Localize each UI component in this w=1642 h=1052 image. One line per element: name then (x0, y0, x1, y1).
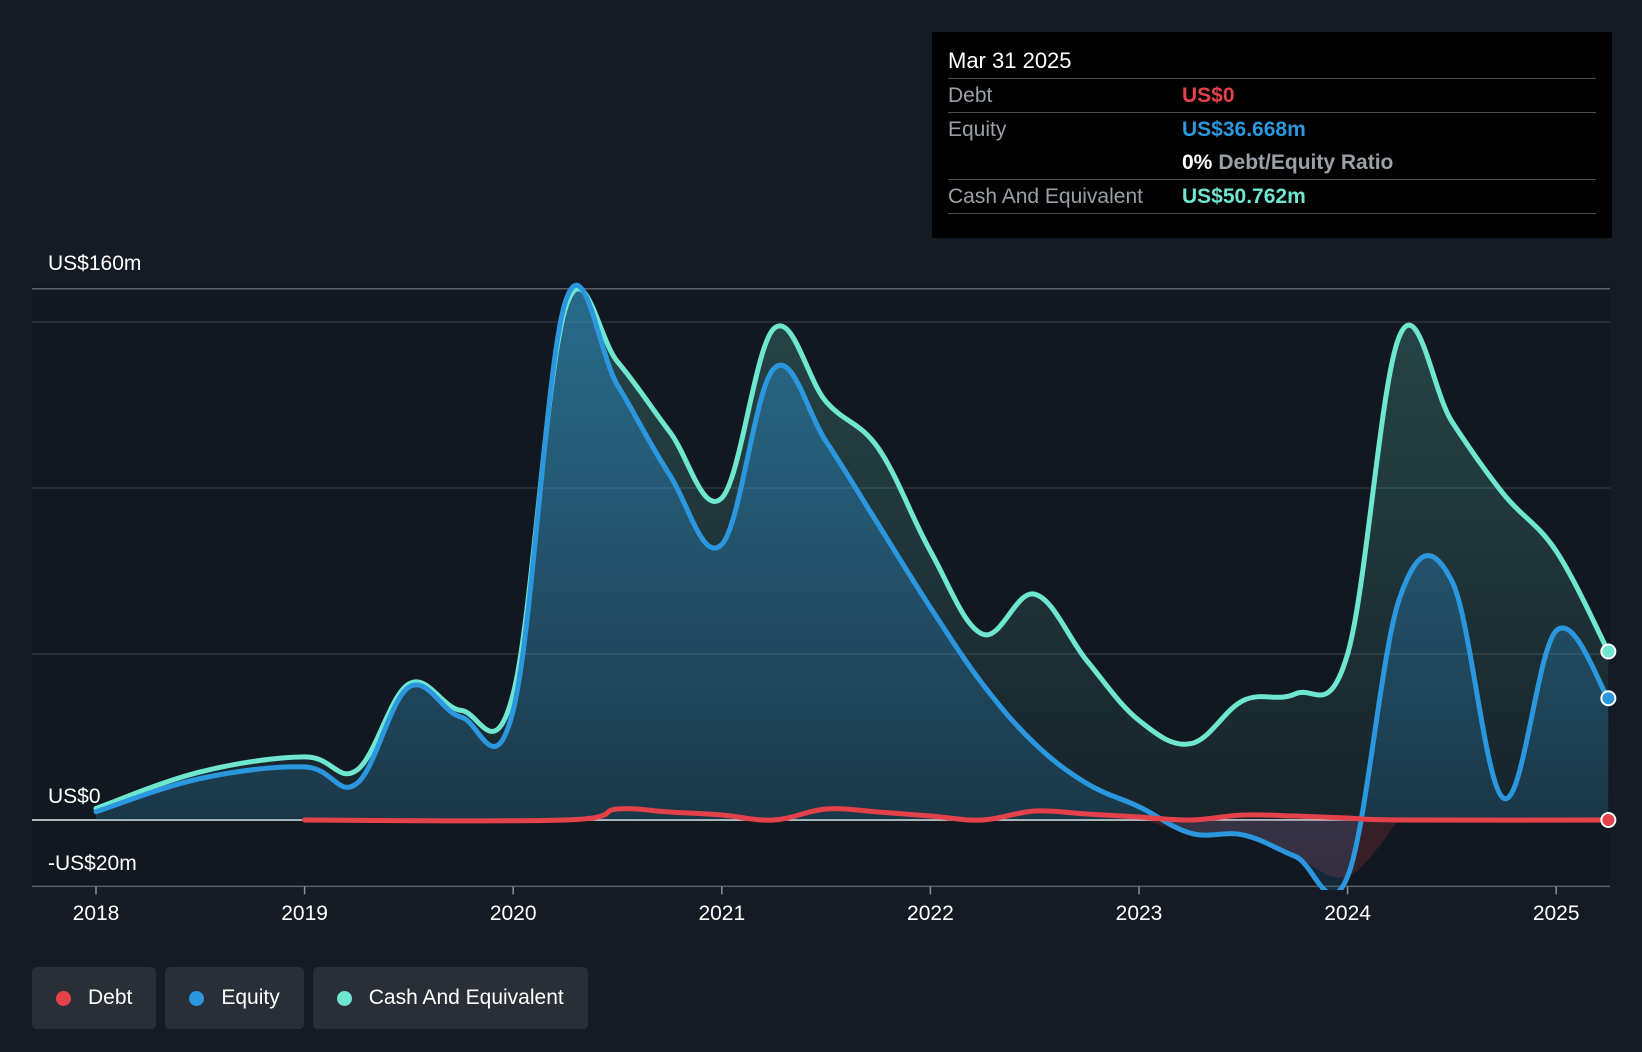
equity-end-marker (1600, 690, 1617, 707)
x-tick-label: 2019 (281, 902, 328, 925)
legend-label-debt: Debt (88, 986, 133, 1009)
x-tick-label: 2022 (907, 902, 954, 925)
legend-item-equity[interactable]: Equity (165, 967, 304, 1029)
x-tick-label: 2023 (1116, 902, 1163, 925)
tooltip-row-cash: Cash And Equivalent US$50.762m (948, 180, 1596, 214)
tooltip-cash-value: US$50.762m (1182, 184, 1306, 208)
y-axis-bottom-label: -US$20m (48, 852, 137, 875)
equity-line (93, 282, 1610, 890)
chart-legend: Debt Equity Cash And Equivalent (32, 967, 588, 1029)
legend-dot-cash (336, 990, 352, 1006)
x-tick-label: 2020 (490, 902, 537, 925)
tooltip-ratio-label: Debt/Equity Ratio (1218, 150, 1394, 174)
tooltip-equity-value: US$36.668m (1182, 117, 1306, 141)
equity-area (96, 285, 1609, 890)
y-axis-zero-label: US$0 (48, 785, 101, 808)
tooltip-equity-label: Equity (948, 117, 1007, 141)
legend-label-equity: Equity (221, 986, 280, 1009)
x-tick-label: 2021 (698, 902, 745, 925)
x-tick-label: 2024 (1324, 902, 1371, 925)
legend-item-debt[interactable]: Debt (32, 967, 157, 1029)
tooltip-row-ratio: 0% Debt/Equity Ratio (948, 146, 1596, 180)
tooltip-cash-label: Cash And Equivalent (948, 184, 1143, 208)
legend-dot-debt (56, 990, 71, 1006)
tooltip-debt-label: Debt (948, 83, 993, 107)
x-axis-ticks: 2018 2019 2020 2021 2022 2023 2024 2025 (73, 886, 1580, 925)
cash-end-marker (1600, 643, 1617, 660)
tooltip-debt-value: US$0 (1182, 83, 1235, 107)
x-tick-label: 2018 (73, 902, 120, 925)
tooltip-date: Mar 31 2025 (948, 44, 1596, 79)
tooltip-row-equity: Equity US$36.668m (948, 113, 1596, 146)
tooltip-ratio: 0% Debt/Equity Ratio (1182, 151, 1393, 175)
end-markers (1600, 643, 1617, 828)
debt-line (302, 806, 1610, 824)
legend-label-cash: Cash And Equivalent (368, 986, 564, 1009)
legend-item-cash[interactable]: Cash And Equivalent (312, 967, 588, 1029)
debt-end-marker (1600, 812, 1617, 828)
cash-line (93, 286, 1610, 811)
tooltip-ratio-value: 0% (1182, 150, 1213, 174)
y-axis-top-label: US$160m (48, 252, 141, 275)
tooltip-row-debt: Debt US$0 (948, 79, 1596, 113)
x-tick-label: 2025 (1533, 902, 1580, 925)
tooltip-panel: Mar 31 2025 Debt US$0 Equity US$36.668m … (932, 32, 1612, 238)
legend-dot-equity (189, 990, 205, 1006)
series-lines (93, 282, 1610, 890)
